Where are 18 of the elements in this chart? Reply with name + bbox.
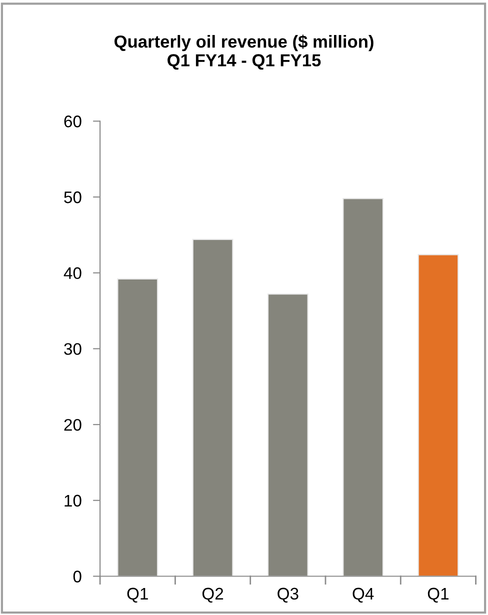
- bar: [418, 254, 459, 576]
- bar: [342, 198, 384, 576]
- y-tick-label: 10: [64, 494, 82, 507]
- y-tick-label: 30: [64, 343, 82, 355]
- x-tick-label: Q1: [428, 588, 449, 603]
- y-tick-label: 50: [64, 191, 82, 204]
- x-tick-label: Q3: [278, 588, 298, 603]
- y-tick-label: 20: [64, 418, 82, 431]
- x-tick-label: Q4: [352, 588, 374, 603]
- x-tick-label: Q1: [127, 588, 148, 603]
- y-tick-label: 0: [73, 570, 82, 582]
- y-tick-label: 40: [64, 267, 82, 280]
- chart-title: Quarterly oil revenue ($ million) Q1 FY14 - Q1 FY15: [114, 34, 374, 70]
- bar: [117, 278, 158, 576]
- bar: [192, 238, 234, 576]
- x-tick-label: Q2: [202, 588, 224, 603]
- bar: [267, 294, 308, 576]
- y-tick-label: 60: [64, 116, 82, 128]
